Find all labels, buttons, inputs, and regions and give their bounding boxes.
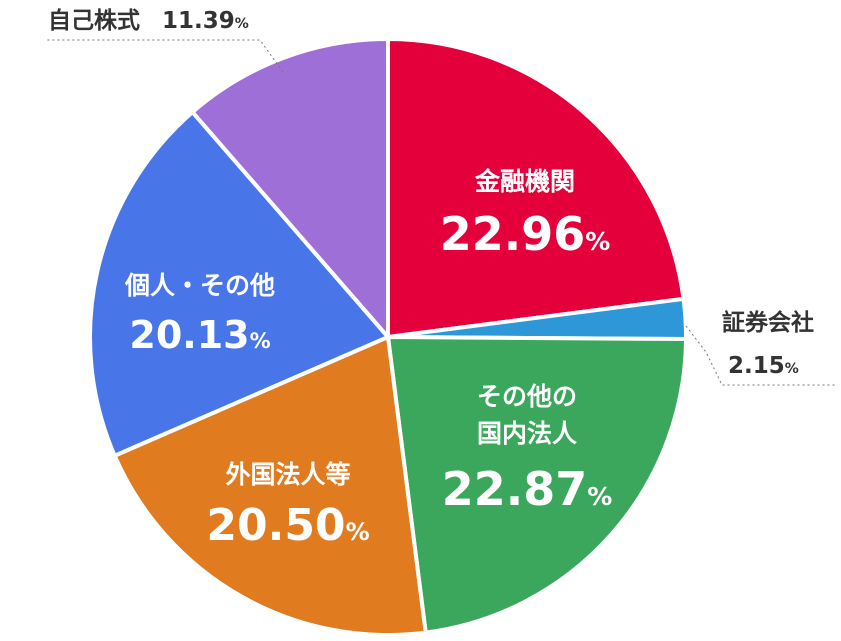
slice-label-other-domestic-corporations: その他の	[477, 382, 577, 411]
slice-label-financial-institutions: 金融機関	[474, 167, 575, 196]
slice-label-individuals-others: 個人・その他	[124, 271, 275, 300]
slice-label-other-domestic-corporations-line2: 国内法人	[477, 419, 577, 448]
slice-value-individuals-others: 20.13%	[129, 313, 270, 357]
slice-label-treasury-stock: 自己株式	[48, 7, 140, 34]
slice-value-foreign-corporations: 20.50%	[206, 500, 369, 551]
slice-value-other-domestic-corporations: 22.87%	[442, 462, 613, 516]
slice-value-financial-institutions: 22.96%	[440, 207, 611, 261]
slice-label-foreign-corporations: 外国法人等	[225, 460, 350, 489]
leader-line-treasury	[45, 40, 283, 72]
slice-value-treasury-stock: 11.39%	[162, 8, 249, 34]
slice-label-securities-companies: 証券会社	[722, 309, 814, 336]
slice-value-securities-companies: 2.15%	[728, 353, 799, 379]
